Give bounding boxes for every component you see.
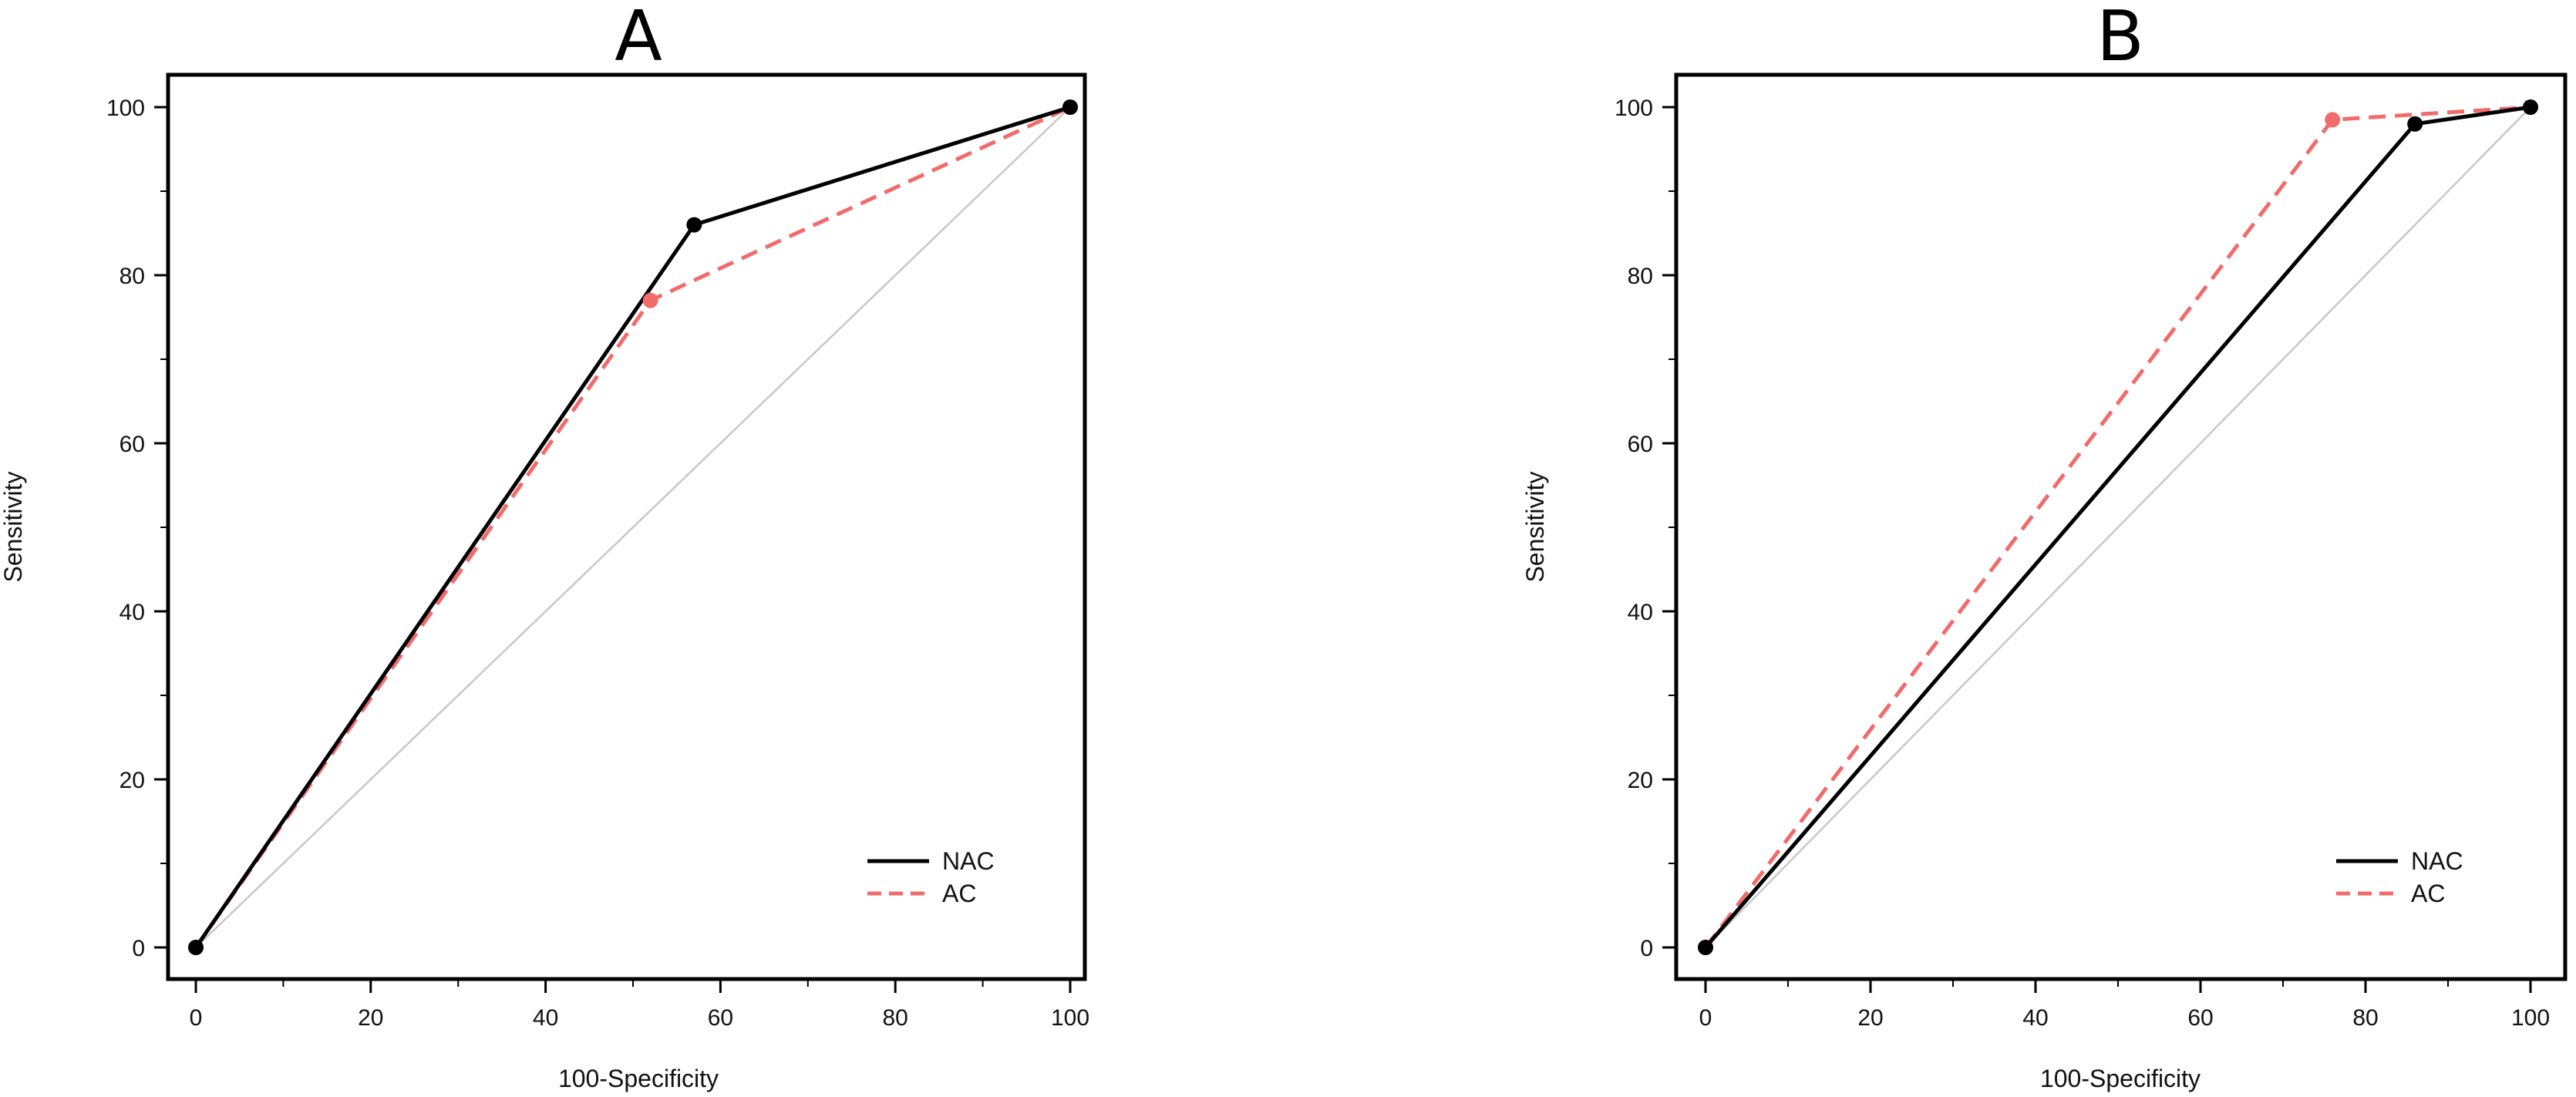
plot-frame xyxy=(1674,72,2568,981)
x-tick-label: 20 xyxy=(1857,1005,1883,1031)
y-tick-label: 0 xyxy=(132,936,145,961)
series-nac-point xyxy=(2523,99,2538,115)
x-tick-label: 100 xyxy=(2511,1005,2550,1031)
y-tick-label: 20 xyxy=(120,768,145,793)
x-tick-label: 40 xyxy=(533,1005,558,1031)
y-tick-label: 80 xyxy=(120,264,145,289)
series-nac-point xyxy=(686,217,702,233)
series-nac-point xyxy=(1062,99,1078,115)
x-tick-label: 80 xyxy=(883,1005,908,1031)
legend-ac-label: AC xyxy=(2411,880,2445,907)
x-tick-label: 80 xyxy=(2352,1005,2378,1031)
series-nac-point xyxy=(2407,116,2423,132)
y-tick-label: 40 xyxy=(120,600,145,625)
y-tick-label: 100 xyxy=(106,96,145,121)
x-tick-label: 40 xyxy=(2022,1005,2048,1031)
x-tick-label: 20 xyxy=(358,1005,383,1031)
panel-a: A 0 20 40 60 80 100 0 20 40 60 80 100 100-Specificity… xyxy=(0,0,1089,1092)
x-tick-label: 60 xyxy=(2187,1005,2213,1031)
x-tick-label: 60 xyxy=(708,1005,733,1031)
y-tick-label: 80 xyxy=(1628,264,1653,289)
series-ac-point xyxy=(642,292,658,308)
plot-frame xyxy=(166,72,1087,981)
legend-ac-label: AC xyxy=(942,880,976,907)
series-nac-point xyxy=(188,940,204,955)
panel-b-title: B xyxy=(2096,0,2144,77)
legend-nac-label: NAC xyxy=(942,847,995,875)
x-axis-label: 100-Specificity xyxy=(2040,1065,2201,1092)
y-axis-label: Sensitivity xyxy=(1521,471,1549,582)
reference-diagonal xyxy=(195,106,1071,948)
y-tick-label: 60 xyxy=(120,432,145,457)
legend-nac-label: NAC xyxy=(2411,847,2463,875)
y-tick-label: 100 xyxy=(1615,96,1653,121)
y-tick-label: 20 xyxy=(1628,768,1653,793)
series-ac-point xyxy=(2325,112,2341,128)
x-tick-label: 0 xyxy=(190,1005,203,1031)
series-nac-point xyxy=(1698,940,1713,955)
y-tick-label: 60 xyxy=(1628,432,1653,457)
y-tick-label: 0 xyxy=(1640,936,1653,961)
panel-a-title: A xyxy=(615,0,662,77)
x-tick-label: 100 xyxy=(1051,1005,1089,1031)
y-axis-label: Sensitivity xyxy=(0,471,27,582)
x-tick-label: 0 xyxy=(1699,1005,1712,1031)
x-axis-label: 100-Specificity xyxy=(558,1065,719,1092)
reference-diagonal xyxy=(1705,106,2531,948)
y-tick-label: 40 xyxy=(1628,600,1653,625)
panel-b: B 0 20 40 60 80 100 0 20 40 60 80 100 100-Specificity… xyxy=(1521,0,2568,1092)
